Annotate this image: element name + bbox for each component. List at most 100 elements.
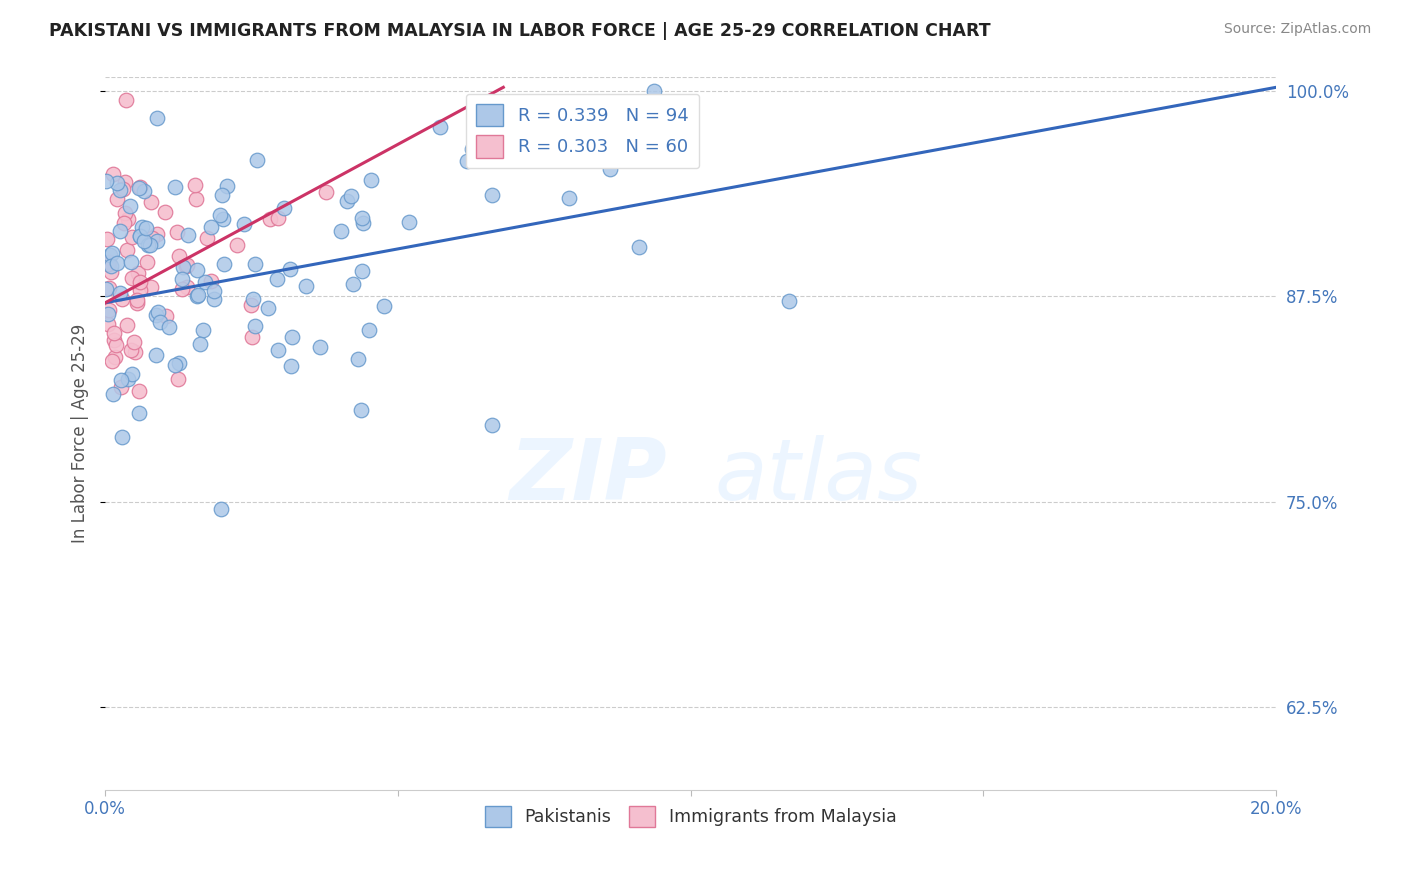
Point bbox=[97, 254, 120, 268]
Point bbox=[174, 259, 197, 273]
Point bbox=[121, 230, 143, 244]
Point bbox=[146, 234, 169, 248]
Point bbox=[257, 301, 280, 316]
Point bbox=[167, 356, 190, 370]
Point bbox=[124, 344, 146, 359]
Point bbox=[242, 292, 264, 306]
Point bbox=[166, 225, 188, 239]
Point bbox=[643, 84, 665, 98]
Point bbox=[128, 181, 150, 195]
Point bbox=[134, 234, 156, 248]
Point bbox=[176, 258, 198, 272]
Point bbox=[503, 145, 526, 160]
Point bbox=[146, 227, 169, 241]
Point bbox=[135, 254, 157, 268]
Point bbox=[96, 232, 118, 246]
Point bbox=[211, 188, 233, 202]
Point bbox=[226, 238, 249, 252]
Point bbox=[111, 292, 134, 306]
Point bbox=[128, 384, 150, 398]
Point bbox=[188, 336, 211, 351]
Point bbox=[108, 224, 131, 238]
Point bbox=[195, 231, 218, 245]
Point bbox=[129, 228, 152, 243]
Point bbox=[184, 192, 207, 206]
Point bbox=[100, 260, 122, 274]
Point bbox=[456, 153, 478, 168]
Point bbox=[273, 201, 295, 215]
Point bbox=[167, 249, 190, 263]
Point bbox=[266, 272, 288, 286]
Point bbox=[98, 281, 121, 295]
Point bbox=[127, 296, 149, 310]
Point bbox=[259, 212, 281, 227]
Point bbox=[481, 417, 503, 432]
Point bbox=[357, 323, 380, 337]
Point bbox=[461, 142, 484, 156]
Point bbox=[186, 263, 208, 277]
Point bbox=[208, 209, 231, 223]
Point bbox=[245, 319, 267, 334]
Point bbox=[200, 274, 222, 288]
Point bbox=[145, 348, 167, 362]
Point bbox=[558, 191, 581, 205]
Point bbox=[233, 218, 256, 232]
Point bbox=[97, 317, 120, 331]
Point bbox=[96, 282, 118, 296]
Point bbox=[163, 358, 186, 372]
Point bbox=[100, 265, 122, 279]
Text: PAKISTANI VS IMMIGRANTS FROM MALAYSIA IN LABOR FORCE | AGE 25-29 CORRELATION CHA: PAKISTANI VS IMMIGRANTS FROM MALAYSIA IN… bbox=[49, 22, 991, 40]
Point bbox=[105, 338, 128, 352]
Point bbox=[149, 315, 172, 329]
Point bbox=[148, 305, 170, 319]
Point bbox=[122, 335, 145, 350]
Point bbox=[112, 216, 135, 230]
Point bbox=[96, 174, 118, 188]
Point bbox=[280, 330, 302, 344]
Point bbox=[115, 318, 138, 333]
Point bbox=[266, 211, 288, 226]
Point bbox=[599, 161, 621, 176]
Point bbox=[114, 93, 136, 107]
Point bbox=[217, 178, 239, 193]
Point bbox=[127, 293, 149, 307]
Point bbox=[350, 264, 373, 278]
Point bbox=[115, 243, 138, 257]
Point bbox=[97, 257, 120, 271]
Point bbox=[240, 298, 263, 312]
Point bbox=[242, 329, 264, 343]
Point bbox=[110, 373, 132, 387]
Point bbox=[136, 237, 159, 252]
Point bbox=[278, 261, 301, 276]
Point bbox=[176, 280, 198, 294]
Point bbox=[429, 120, 451, 134]
Point bbox=[128, 180, 150, 194]
Point bbox=[98, 247, 121, 261]
Point bbox=[398, 215, 420, 229]
Point bbox=[128, 275, 150, 289]
Point bbox=[131, 219, 153, 234]
Point bbox=[121, 367, 143, 381]
Point bbox=[96, 307, 118, 321]
Point bbox=[114, 206, 136, 220]
Point bbox=[105, 192, 128, 206]
Point bbox=[177, 227, 200, 242]
Point bbox=[200, 220, 222, 235]
Point bbox=[342, 277, 364, 291]
Point bbox=[280, 359, 302, 373]
Point bbox=[315, 185, 337, 199]
Point bbox=[347, 352, 370, 367]
Point bbox=[373, 299, 395, 313]
Legend: Pakistanis, Immigrants from Malaysia: Pakistanis, Immigrants from Malaysia bbox=[478, 799, 904, 834]
Y-axis label: In Labor Force | Age 25-29: In Labor Force | Age 25-29 bbox=[72, 324, 89, 543]
Point bbox=[202, 284, 225, 298]
Point bbox=[101, 386, 124, 401]
Point bbox=[267, 343, 290, 358]
Point bbox=[117, 372, 139, 386]
Point bbox=[170, 282, 193, 296]
Point bbox=[104, 350, 127, 364]
Point bbox=[108, 183, 131, 197]
Point bbox=[135, 221, 157, 235]
Point bbox=[141, 231, 163, 245]
Text: Source: ZipAtlas.com: Source: ZipAtlas.com bbox=[1223, 22, 1371, 37]
